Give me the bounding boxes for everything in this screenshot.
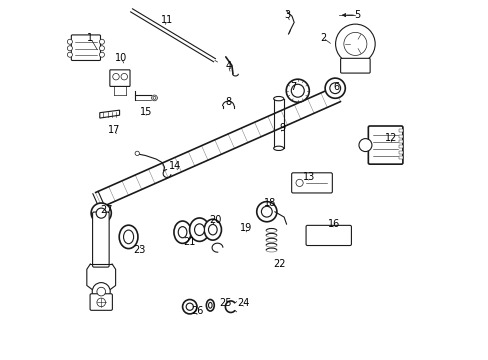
Ellipse shape <box>208 225 217 235</box>
Bar <box>399 129 402 132</box>
Ellipse shape <box>119 225 138 248</box>
Ellipse shape <box>174 221 191 243</box>
Circle shape <box>151 95 157 101</box>
Ellipse shape <box>273 96 283 101</box>
Bar <box>399 151 402 154</box>
Circle shape <box>295 179 303 186</box>
Circle shape <box>343 32 366 55</box>
Circle shape <box>325 78 345 98</box>
Circle shape <box>186 303 193 310</box>
Circle shape <box>182 300 197 314</box>
Circle shape <box>99 39 104 44</box>
Text: 11: 11 <box>161 15 173 25</box>
Text: 27: 27 <box>101 204 113 215</box>
Ellipse shape <box>123 230 133 244</box>
Circle shape <box>291 84 304 97</box>
FancyBboxPatch shape <box>305 225 351 246</box>
Text: 22: 22 <box>273 258 285 269</box>
Text: 5: 5 <box>353 10 359 20</box>
FancyBboxPatch shape <box>367 126 402 164</box>
FancyBboxPatch shape <box>71 35 101 60</box>
Text: 13: 13 <box>302 172 314 182</box>
Circle shape <box>97 287 105 296</box>
Text: 10: 10 <box>115 53 127 63</box>
Text: 9: 9 <box>279 123 285 133</box>
Text: 25: 25 <box>219 298 231 308</box>
Ellipse shape <box>273 146 283 150</box>
Text: 6: 6 <box>332 82 339 92</box>
Text: 18: 18 <box>264 198 276 208</box>
Text: 8: 8 <box>225 96 231 107</box>
Polygon shape <box>100 110 120 118</box>
Text: 16: 16 <box>327 219 339 229</box>
Circle shape <box>135 151 139 156</box>
Ellipse shape <box>208 302 212 308</box>
Bar <box>399 135 402 138</box>
Text: 3: 3 <box>284 10 289 20</box>
Circle shape <box>358 139 371 152</box>
Text: 23: 23 <box>133 245 145 255</box>
Circle shape <box>113 73 119 80</box>
Text: 1: 1 <box>87 33 93 43</box>
Text: 19: 19 <box>240 222 252 233</box>
FancyBboxPatch shape <box>90 294 112 310</box>
Circle shape <box>261 206 272 217</box>
Text: 15: 15 <box>140 107 152 117</box>
Text: 17: 17 <box>108 125 120 135</box>
Circle shape <box>285 79 309 102</box>
Text: 26: 26 <box>190 306 203 316</box>
Circle shape <box>67 52 72 57</box>
Circle shape <box>329 83 340 94</box>
Circle shape <box>67 46 72 51</box>
Ellipse shape <box>189 218 209 242</box>
FancyBboxPatch shape <box>340 58 369 73</box>
Bar <box>399 140 402 143</box>
Circle shape <box>256 202 276 222</box>
Circle shape <box>92 283 110 301</box>
Circle shape <box>97 298 105 307</box>
Text: 20: 20 <box>208 215 221 225</box>
Ellipse shape <box>206 300 214 311</box>
Ellipse shape <box>194 224 204 235</box>
Circle shape <box>121 73 127 80</box>
Circle shape <box>335 24 374 64</box>
Circle shape <box>96 208 106 218</box>
FancyBboxPatch shape <box>291 173 332 193</box>
Circle shape <box>91 203 111 223</box>
Circle shape <box>67 39 72 44</box>
Ellipse shape <box>178 227 186 238</box>
Text: 12: 12 <box>385 132 397 143</box>
Text: 7: 7 <box>289 82 296 92</box>
FancyBboxPatch shape <box>92 212 109 267</box>
Circle shape <box>99 46 104 51</box>
Text: 21: 21 <box>183 237 196 247</box>
Text: 24: 24 <box>237 298 249 308</box>
Bar <box>399 156 402 159</box>
Ellipse shape <box>204 219 221 240</box>
Circle shape <box>153 96 156 99</box>
FancyBboxPatch shape <box>110 70 130 86</box>
Circle shape <box>99 52 104 57</box>
Text: 2: 2 <box>319 33 325 43</box>
Text: 4: 4 <box>225 60 231 71</box>
Bar <box>399 145 402 148</box>
Text: 14: 14 <box>169 161 181 171</box>
